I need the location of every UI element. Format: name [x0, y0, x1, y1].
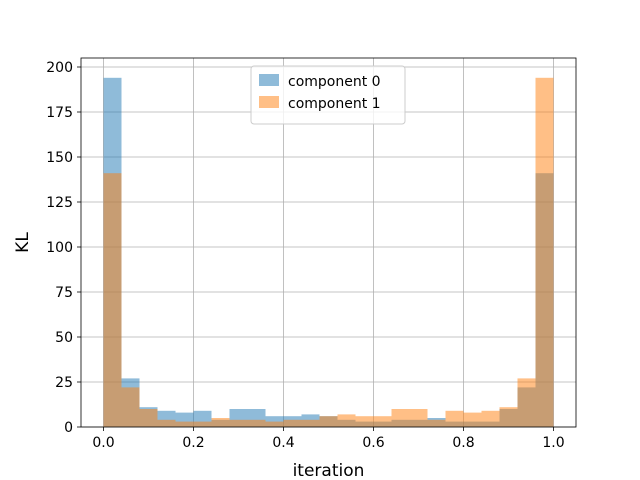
bar-series-1-bin-10	[283, 419, 302, 427]
bar-series-1-bin-17	[409, 409, 428, 427]
bar-series-1-bin-9	[265, 421, 284, 427]
plot-frame	[80, 57, 577, 428]
bar-series-1-bin-13	[337, 414, 356, 427]
legend-swatch-0	[259, 74, 279, 86]
legend: component 0 component 1	[250, 65, 406, 125]
y-tick-label: 25	[55, 375, 73, 391]
bar-series-1-bin-16	[391, 409, 410, 427]
x-tick-label: 0.4	[272, 435, 294, 451]
bar-series-1-bin-14	[355, 416, 374, 427]
y-tick-label: 125	[46, 195, 73, 211]
x-tick-label: 0.0	[92, 435, 114, 451]
bar-series-1-bin-23	[517, 378, 536, 427]
bar-series-1-bin-4	[175, 421, 194, 427]
series-component-1-bars	[103, 77, 554, 428]
y-axis-ticks: 0 25 50 75 100 125 150 175 200	[46, 60, 81, 436]
x-tick-label: 0.6	[362, 435, 384, 451]
bar-series-1-bin-2	[139, 409, 158, 427]
bar-series-1-bin-11	[301, 419, 320, 427]
x-tick-label: 1.0	[542, 435, 564, 451]
legend-label-0: component 0	[288, 74, 381, 90]
x-axis-ticks: 0.0 0.2 0.4 0.6 0.8 1.0	[92, 427, 565, 451]
y-tick-label: 175	[46, 105, 73, 121]
bar-series-1-bin-1	[121, 387, 140, 427]
x-tick-label: 0.8	[452, 435, 474, 451]
x-tick-label: 0.2	[182, 435, 204, 451]
y-axis-label: KL	[13, 232, 33, 253]
bar-series-1-bin-8	[247, 419, 266, 427]
legend-swatch-1	[259, 96, 279, 108]
legend-label-1: component 1	[288, 96, 381, 112]
y-tick-label: 200	[46, 60, 73, 76]
bar-series-1-bin-15	[373, 416, 392, 427]
series-component-0-bars	[103, 77, 554, 428]
bar-series-1-bin-7	[229, 419, 248, 427]
y-tick-label: 150	[46, 150, 73, 166]
bar-series-1-bin-18	[427, 419, 446, 427]
bar-series-1-bin-19	[445, 410, 464, 427]
bar-series-1-bin-12	[319, 416, 338, 427]
y-tick-label: 0	[64, 420, 73, 436]
bar-series-1-bin-5	[193, 421, 212, 427]
y-tick-label: 50	[55, 330, 73, 346]
legend-box	[250, 65, 406, 125]
x-axis-label: iteration	[293, 461, 365, 480]
y-tick-label: 75	[55, 285, 73, 301]
y-tick-label: 100	[46, 240, 73, 256]
bar-series-1-bin-6	[211, 418, 230, 427]
bar-series-1-bin-3	[157, 419, 176, 427]
bar-series-1-bin-24	[535, 77, 554, 428]
bar-series-1-bin-0	[103, 173, 122, 427]
bar-series-1-bin-21	[481, 410, 500, 427]
bar-series-1-bin-22	[499, 407, 518, 427]
bar-series-1-bin-20	[463, 412, 482, 427]
